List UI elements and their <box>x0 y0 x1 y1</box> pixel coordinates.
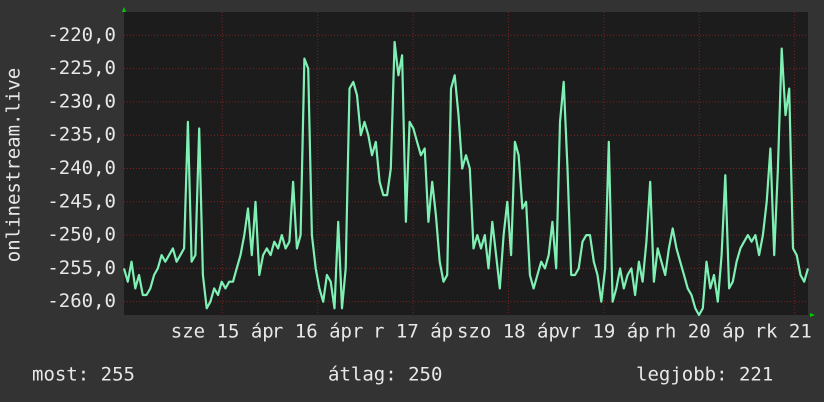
x-tick-label: r 17 áp <box>373 321 453 343</box>
data-line <box>122 40 810 317</box>
y-axis-label: onlinestream.live <box>3 68 25 262</box>
x-tick-label: sze 15 áp <box>171 321 274 343</box>
y-tick-label: -230,0 <box>47 90 116 112</box>
x-tick-label: vr 19 áp <box>558 321 650 343</box>
x-tick-label: r 16 ápr <box>272 321 364 343</box>
y-tick-label: -235,0 <box>47 124 116 146</box>
y-tick-label: -245,0 <box>47 190 116 212</box>
y-tick-label: -240,0 <box>47 157 116 179</box>
y-tick-label: -255,0 <box>47 257 116 279</box>
axis-arrow <box>122 7 126 12</box>
y-tick-label: -260,0 <box>47 290 116 312</box>
y-tick-label: -220,0 <box>47 24 116 46</box>
footer-stat: legjobb: 221 <box>636 364 773 386</box>
footer-stat: most: 255 <box>32 364 135 386</box>
x-tick-label: rk 21 á <box>755 321 824 343</box>
y-tick-label: -225,0 <box>47 57 116 79</box>
y-tick-label: -250,0 <box>47 224 116 246</box>
footer-stat: átlag: 250 <box>328 364 442 386</box>
axis-arrow <box>810 313 815 317</box>
x-tick-label: szo 18 áp <box>457 321 560 343</box>
x-tick-label: rh 20 áp <box>653 321 745 343</box>
